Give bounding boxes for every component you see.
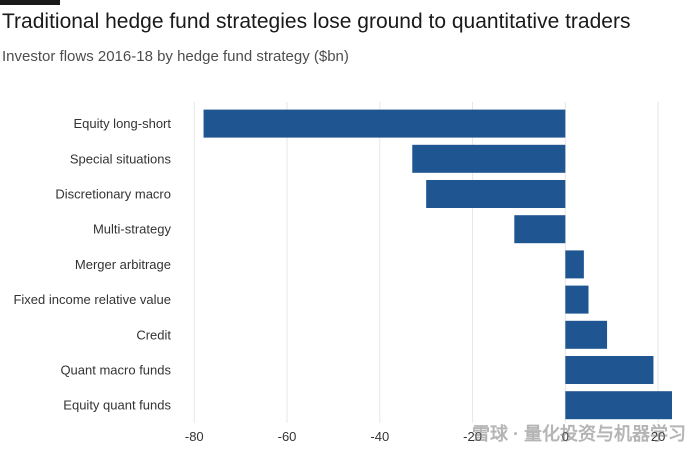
bar-layer bbox=[203, 109, 672, 420]
category-label: Equity quant funds bbox=[63, 398, 171, 413]
chart-title: Traditional hedge fund strategies lose g… bbox=[2, 10, 631, 33]
category-label: Discretionary macro bbox=[55, 187, 171, 202]
bar bbox=[514, 215, 566, 244]
category-label: Merger arbitrage bbox=[75, 257, 171, 272]
category-label: Multi-strategy bbox=[93, 222, 172, 237]
chart-subtitle: Investor flows 2016-18 by hedge fund str… bbox=[2, 48, 349, 65]
category-label: Equity long-short bbox=[73, 116, 171, 131]
bar bbox=[203, 109, 566, 138]
label-layer: Equity long-short Special situations Discr… bbox=[13, 116, 171, 413]
watermark: 雪球 · 量化投资与机器学习 bbox=[472, 424, 686, 444]
category-label: Quant macro funds bbox=[60, 363, 171, 378]
x-tick-label: -80 bbox=[185, 429, 204, 444]
x-tick-label: -60 bbox=[278, 429, 297, 444]
bar bbox=[565, 391, 672, 420]
category-label: Fixed income relative value bbox=[13, 292, 171, 307]
top-rule bbox=[0, 0, 60, 5]
x-tick-label: -20 bbox=[463, 429, 482, 444]
category-label: Credit bbox=[136, 327, 171, 342]
category-label: Special situations bbox=[70, 151, 172, 166]
bar bbox=[565, 320, 608, 349]
bar bbox=[565, 285, 589, 314]
tick-layer: -80 -60 -40 -20 0 20 bbox=[185, 429, 665, 444]
x-tick-label: 0 bbox=[562, 429, 569, 444]
x-tick-label: -40 bbox=[370, 429, 389, 444]
x-tick-label: 20 bbox=[651, 429, 665, 444]
bar bbox=[565, 356, 654, 384]
bar bbox=[412, 144, 566, 173]
bar bbox=[565, 250, 584, 279]
bar bbox=[426, 180, 566, 208]
